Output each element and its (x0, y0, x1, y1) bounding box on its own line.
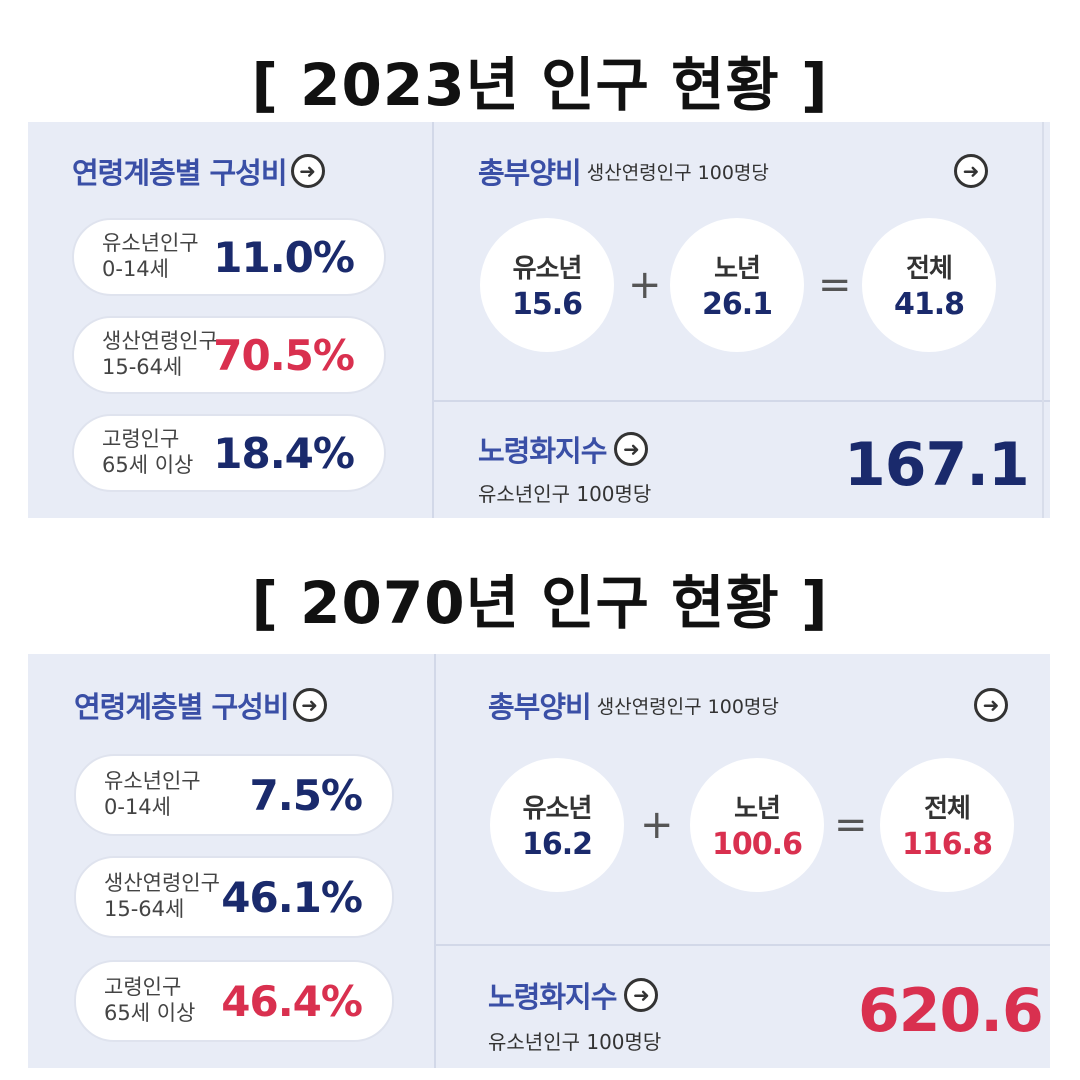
circle-elderly: 노년 26.1 (670, 218, 804, 352)
pill-youth-2070: 유소년인구 0-14세 7.5% (74, 754, 394, 836)
pill-value: 7.5% (249, 770, 363, 820)
arrow-right-circle-icon[interactable]: ➜ (624, 978, 659, 1012)
pill-label-main: 생산연령인구 (104, 871, 220, 895)
pill-elderly-2070: 고령인구 65세 이상 46.4% (74, 960, 394, 1042)
pill-working-2023: 생산연령인구 15-64세 70.5% (72, 316, 386, 394)
pill-elderly-2023: 고령인구 65세 이상 18.4% (72, 414, 386, 492)
circle-value: 15.6 (511, 287, 583, 322)
equals-sign: = (834, 802, 868, 848)
pill-working-2070: 생산연령인구 15-64세 46.1% (74, 856, 394, 938)
aging-index-subtitle: 유소년인구 100명당 (478, 482, 652, 506)
dependency-header: 총부양비 생산연령인구 100명당 (478, 150, 769, 192)
circle-label: 유소년 (512, 254, 583, 284)
dependency-title: 총부양비 (478, 156, 582, 190)
plus-sign: + (640, 802, 674, 848)
pill-value: 18.4% (213, 428, 355, 478)
stats-panel-2023: 연령계층별 구성비 ➜ 유소년인구 0-14세 11.0% 생산연령인구 15-… (28, 122, 1050, 518)
pill-value: 46.4% (221, 976, 363, 1026)
pill-label-range: 15-64세 (104, 897, 185, 921)
pill-label-range: 65세 이상 (102, 453, 194, 477)
pill-value: 70.5% (213, 330, 355, 380)
aging-index-subtitle: 유소년인구 100명당 (488, 1030, 662, 1054)
arrow-right-circle-icon[interactable]: ➜ (292, 688, 327, 722)
aging-index-title: 노령화지수 (488, 980, 617, 1014)
equals-sign: = (818, 262, 852, 308)
pill-label-main: 생산연령인구 (102, 329, 218, 353)
pill-value: 11.0% (213, 232, 355, 282)
aging-index-title: 노령화지수 (478, 434, 607, 468)
circle-total: 전체 116.8 (880, 758, 1014, 892)
circle-value: 100.6 (712, 827, 803, 862)
circle-elderly: 노년 100.6 (690, 758, 824, 892)
circle-label: 노년 (734, 794, 781, 824)
pill-label-main: 고령인구 (104, 975, 182, 999)
pill-label-range: 0-14세 (104, 795, 171, 819)
stats-panel-2070: 연령계층별 구성비 ➜ 유소년인구 0-14세 7.5% 생산연령인구 15-6… (28, 654, 1050, 1068)
dependency-subtitle: 생산연령인구 100명당 (596, 695, 779, 718)
arrow-right-circle-icon[interactable]: ➜ (614, 432, 649, 466)
pill-label-main: 유소년인구 (102, 231, 199, 255)
pill-label-range: 65세 이상 (104, 1001, 196, 1025)
pill-label-main: 유소년인구 (104, 769, 201, 793)
arrow-right-circle-icon[interactable]: ➜ (954, 154, 988, 188)
age-composition-header: 연령계층별 구성비 ➜ (72, 150, 325, 192)
dependency-title: 총부양비 (488, 690, 592, 724)
section-title-2023: [ 2023년 인구 현황 ] (251, 51, 829, 119)
section-title-2070: [ 2070년 인구 현황 ] (251, 569, 829, 637)
pill-label-range: 15-64세 (102, 355, 183, 379)
arrow-right-circle-icon[interactable]: ➜ (290, 154, 325, 188)
circle-total: 전체 41.8 (862, 218, 996, 352)
pill-youth-2023: 유소년인구 0-14세 11.0% (72, 218, 386, 296)
circle-value: 41.8 (893, 287, 965, 322)
circle-value: 26.1 (701, 287, 773, 322)
aging-index-value: 167.1 (844, 430, 1030, 500)
circle-value: 16.2 (521, 827, 593, 862)
dependency-header: 총부양비 생산연령인구 100명당 (488, 684, 779, 726)
circle-label: 전체 (906, 254, 953, 284)
pill-label-main: 고령인구 (102, 427, 180, 451)
aging-index-header: 노령화지수 ➜ (478, 428, 649, 470)
plus-sign: + (628, 262, 662, 308)
pill-label-range: 0-14세 (102, 257, 169, 281)
circle-label: 유소년 (522, 794, 593, 824)
aging-index-header: 노령화지수 ➜ (488, 974, 659, 1016)
circle-youth: 유소년 15.6 (480, 218, 614, 352)
pill-value: 46.1% (221, 872, 363, 922)
age-composition-header: 연령계층별 구성비 ➜ (74, 684, 327, 726)
aging-index-value: 620.6 (858, 976, 1044, 1046)
dependency-subtitle: 생산연령인구 100명당 (586, 161, 769, 184)
age-composition-title: 연령계층별 구성비 (72, 156, 288, 190)
circle-label: 노년 (714, 254, 761, 284)
circle-youth: 유소년 16.2 (490, 758, 624, 892)
circle-label: 전체 (924, 794, 971, 824)
age-composition-title: 연령계층별 구성비 (74, 690, 290, 724)
circle-value: 116.8 (902, 827, 993, 862)
arrow-right-circle-icon[interactable]: ➜ (974, 688, 1008, 722)
